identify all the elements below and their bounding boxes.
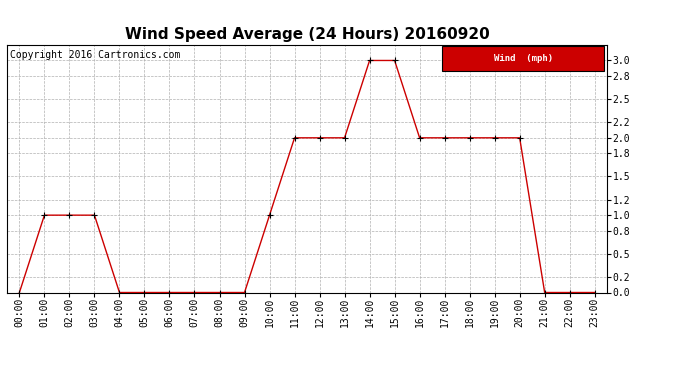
Text: Copyright 2016 Cartronics.com: Copyright 2016 Cartronics.com [10,50,180,60]
Text: Wind  (mph): Wind (mph) [493,54,553,63]
FancyBboxPatch shape [442,46,604,71]
Title: Wind Speed Average (24 Hours) 20160920: Wind Speed Average (24 Hours) 20160920 [125,27,489,42]
